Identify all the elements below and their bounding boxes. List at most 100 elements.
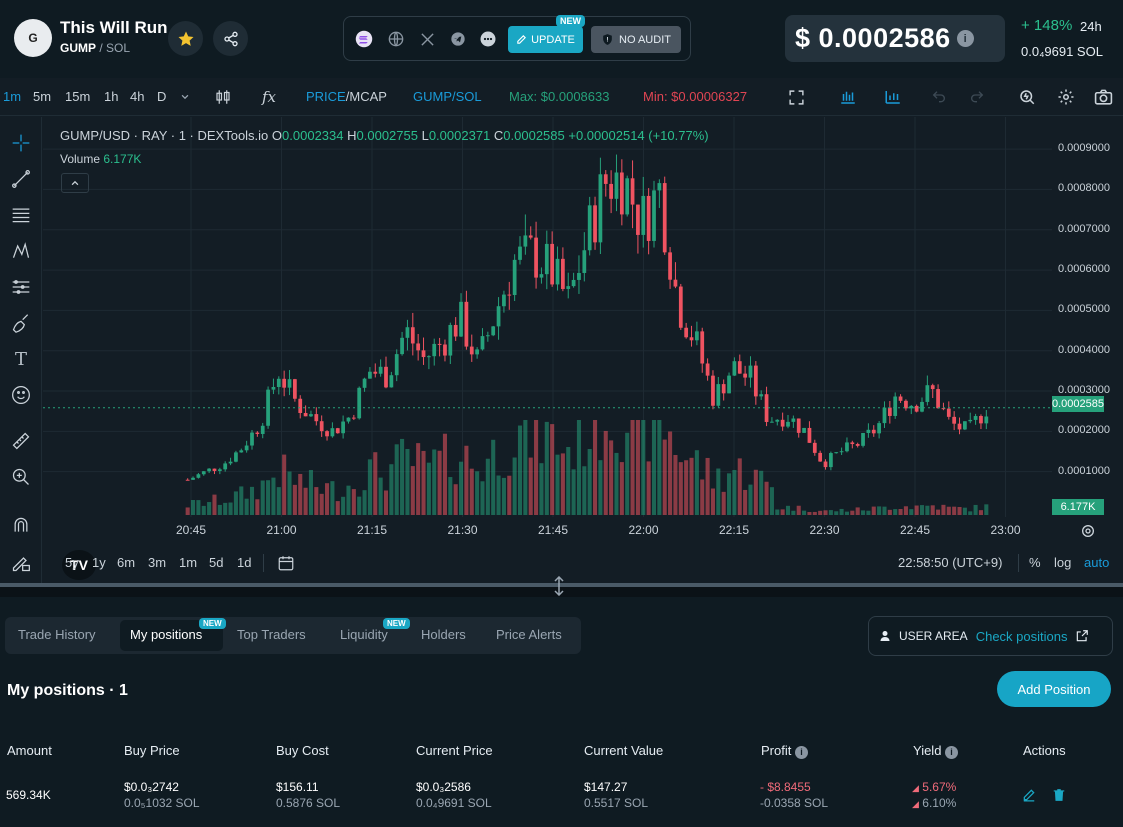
pattern-icon[interactable] — [9, 239, 33, 263]
check-positions-link[interactable]: Check positions — [975, 628, 1068, 644]
more-icon[interactable] — [478, 29, 498, 49]
timeframe-1h[interactable]: 1h — [104, 89, 119, 104]
delete-position-icon[interactable] — [1050, 786, 1068, 804]
undo-icon[interactable] — [928, 86, 950, 108]
ruler-icon[interactable] — [9, 429, 33, 453]
emoji-icon[interactable] — [9, 383, 33, 407]
volume-bar — [855, 507, 860, 515]
website-icon[interactable] — [386, 29, 406, 49]
magnet-icon[interactable] — [9, 513, 33, 537]
trades-overlay-icon[interactable] — [837, 86, 859, 108]
info-icon[interactable]: i — [956, 30, 974, 47]
axis-settings-icon[interactable] — [1077, 520, 1099, 542]
candle-body — [421, 350, 426, 358]
price-chart[interactable] — [43, 117, 1052, 517]
x-tick-label: 22:00 — [628, 523, 659, 537]
tab-price-alerts[interactable]: Price Alerts — [496, 627, 562, 642]
auto-toggle[interactable]: auto — [1084, 555, 1110, 570]
edit-position-icon[interactable] — [1020, 786, 1038, 804]
tab-holders[interactable]: Holders — [421, 627, 466, 642]
quick-search-icon[interactable] — [1016, 86, 1038, 108]
candle-body — [330, 428, 335, 437]
range-5d[interactable]: 5d — [209, 555, 224, 570]
tab-top-traders[interactable]: Top Traders — [237, 627, 306, 642]
range-5y[interactable]: 5y — [65, 555, 79, 570]
volume-bar — [952, 506, 957, 515]
candle-body — [528, 235, 533, 238]
brush-icon[interactable] — [9, 311, 33, 335]
timeframe-15m[interactable]: 15m — [65, 89, 91, 104]
crosshair-icon[interactable] — [9, 131, 33, 155]
share-button[interactable] — [213, 21, 248, 56]
volume-bar — [373, 452, 378, 515]
update-button[interactable]: UPDATE — [508, 26, 583, 53]
timeframe-4h[interactable]: 4h — [130, 89, 145, 104]
gear-icon[interactable] — [1055, 86, 1077, 108]
range-1y[interactable]: 1y — [92, 555, 106, 570]
volume-bar — [705, 457, 710, 515]
prediction-icon[interactable] — [9, 275, 33, 299]
timeframe-1m[interactable]: 1m — [3, 89, 22, 104]
camera-icon[interactable] — [1092, 86, 1114, 108]
price-axis[interactable]: 0.0009000 0.0008000 0.0007000 0.0006000 0.00… — [1052, 117, 1123, 517]
candle-body — [829, 453, 833, 468]
fullscreen-icon[interactable] — [785, 86, 807, 108]
favorite-button[interactable] — [168, 21, 203, 56]
price-mcap-toggle[interactable]: PRICE/MCAP — [306, 89, 387, 104]
range-1d[interactable]: 1d — [237, 555, 252, 570]
my-trades-icon[interactable] — [882, 86, 904, 108]
chevron-down-icon[interactable] — [174, 86, 196, 108]
add-position-button[interactable]: Add Position — [997, 671, 1111, 707]
fib-lines-icon[interactable] — [9, 203, 33, 227]
info-icon[interactable]: i — [945, 745, 959, 759]
external-link-icon[interactable] — [1075, 629, 1089, 643]
clock[interactable]: 22:58:50 (UTC+9) — [898, 555, 1003, 570]
volume-bar — [501, 477, 506, 515]
candle-body — [212, 468, 217, 471]
collapse-legend-button[interactable] — [61, 173, 89, 193]
log-toggle[interactable]: log — [1054, 555, 1072, 570]
trend-line-icon[interactable] — [9, 167, 33, 191]
range-1m[interactable]: 1m — [179, 555, 198, 570]
info-icon[interactable]: i — [794, 745, 808, 759]
lock-drawings-icon[interactable] — [9, 551, 33, 575]
tradingview-logo[interactable]: TV — [62, 550, 96, 580]
candle-body — [753, 365, 758, 397]
row-current-value: $147.27 — [584, 780, 628, 794]
range-3m[interactable]: 3m — [148, 555, 167, 570]
candle-body — [496, 306, 501, 327]
timeframe-5m[interactable]: 5m — [33, 89, 52, 104]
candle-body — [250, 432, 254, 446]
candle-body — [968, 419, 973, 422]
candle-body — [544, 243, 549, 275]
range-divider — [263, 554, 264, 572]
solana-icon[interactable] — [354, 29, 374, 49]
indicators-icon[interactable]: fx — [261, 88, 276, 106]
candle-body — [448, 324, 453, 356]
tab-trade-history[interactable]: Trade History — [18, 627, 96, 642]
candles-icon[interactable] — [212, 86, 234, 108]
resize-arrows-icon[interactable] — [552, 575, 566, 597]
date-range-icon[interactable] — [275, 552, 297, 574]
range-6m[interactable]: 6m — [117, 555, 136, 570]
tab-my-positions[interactable]: My positions — [130, 627, 203, 642]
pair-toggle[interactable]: GUMP/SOL — [413, 89, 482, 104]
candle-body — [427, 356, 431, 358]
volume-bar — [185, 507, 190, 515]
zoom-in-icon[interactable] — [9, 465, 33, 489]
telegram-icon[interactable] — [448, 29, 468, 49]
volume-bar — [383, 490, 389, 515]
volume-bar — [700, 479, 705, 515]
panel-resize-handle[interactable] — [0, 583, 1123, 587]
volume-bar — [646, 461, 651, 515]
x-twitter-icon[interactable] — [417, 29, 437, 49]
candle-body — [485, 335, 490, 337]
percent-toggle[interactable]: % — [1029, 555, 1041, 570]
text-tool-icon[interactable]: T — [14, 348, 27, 370]
timeframe-d[interactable]: D — [157, 89, 167, 104]
redo-icon[interactable] — [966, 86, 988, 108]
no-audit-button[interactable]: ! NO AUDIT — [591, 26, 681, 53]
col-actions: Actions — [1023, 743, 1066, 758]
tab-liquidity[interactable]: Liquidity — [340, 627, 388, 642]
volume-bar — [957, 507, 962, 515]
